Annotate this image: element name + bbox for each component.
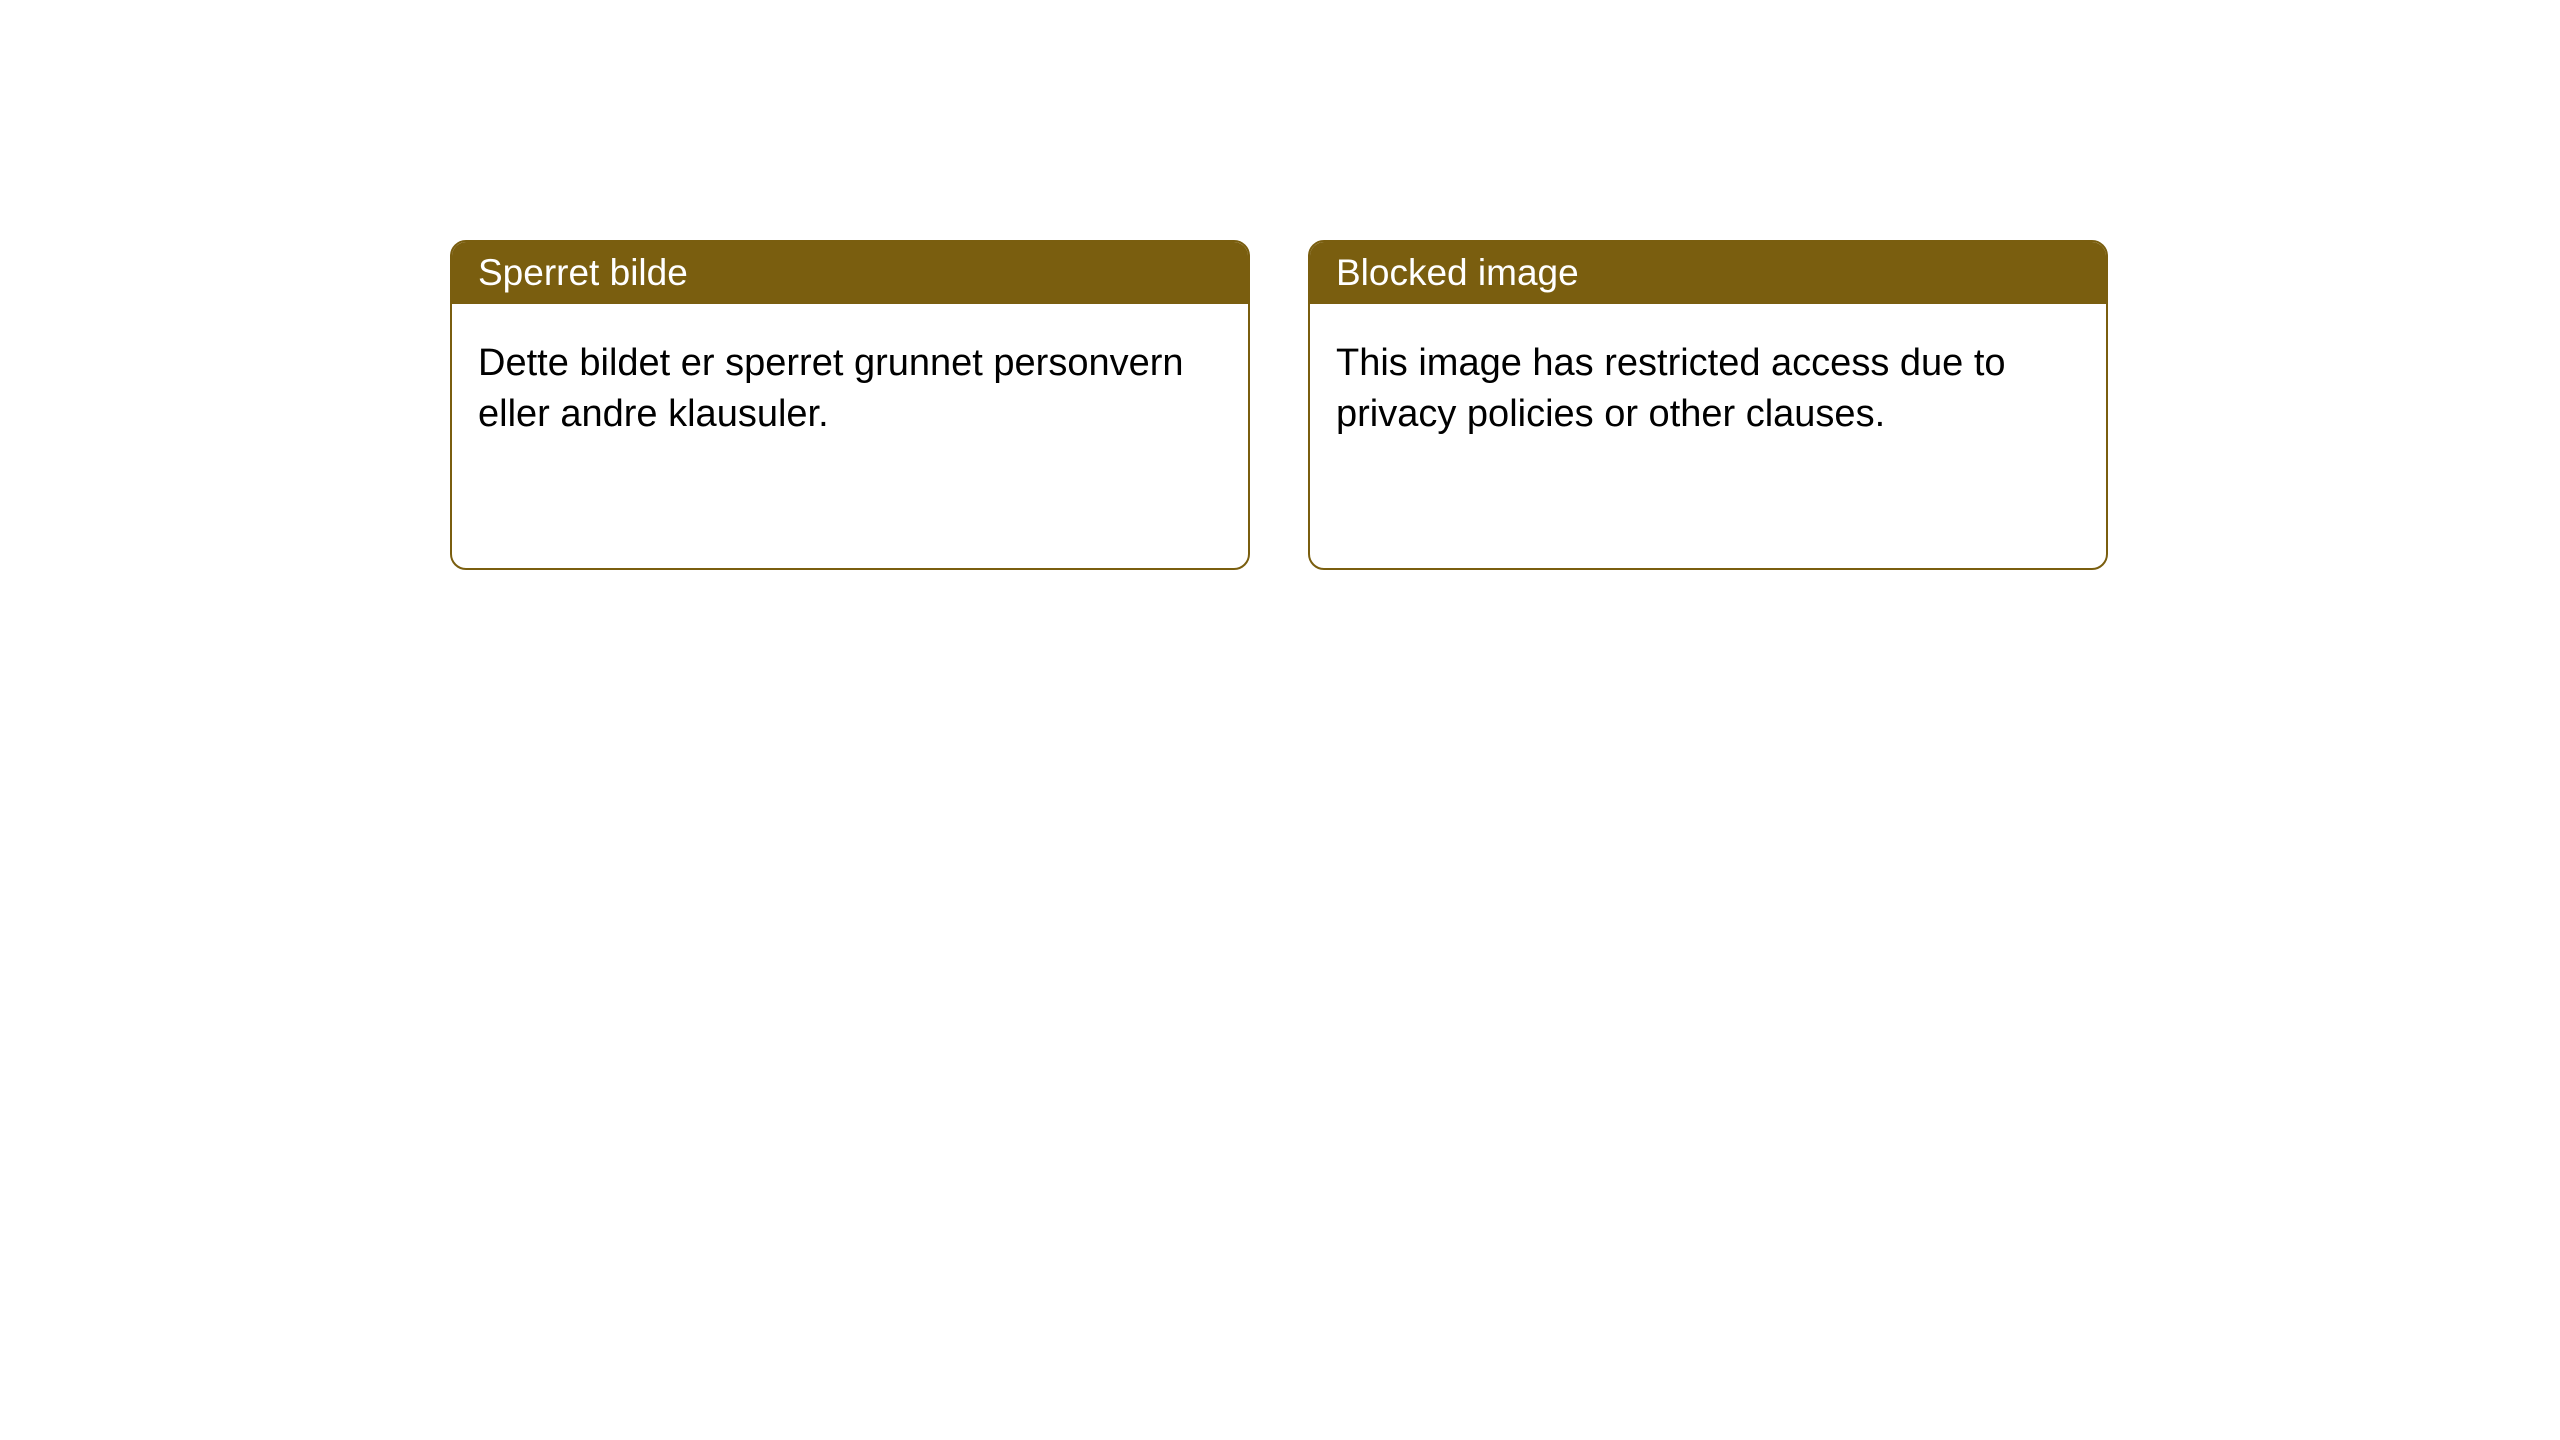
card-header-en: Blocked image [1310,242,2106,304]
card-header-no: Sperret bilde [452,242,1248,304]
cards-container: Sperret bilde Dette bildet er sperret gr… [450,240,2108,570]
card-body-en: This image has restricted access due to … [1310,304,2106,475]
card-body-text-en: This image has restricted access due to … [1336,342,2006,435]
blocked-image-card-no: Sperret bilde Dette bildet er sperret gr… [450,240,1250,570]
card-title-en: Blocked image [1336,252,1579,293]
blocked-image-card-en: Blocked image This image has restricted … [1308,240,2108,570]
card-body-text-no: Dette bildet er sperret grunnet personve… [478,342,1184,435]
card-body-no: Dette bildet er sperret grunnet personve… [452,304,1248,475]
card-title-no: Sperret bilde [478,252,688,293]
